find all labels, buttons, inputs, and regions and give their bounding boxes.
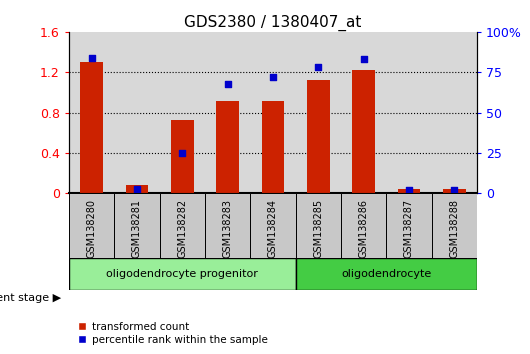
Text: GSM138282: GSM138282: [177, 199, 187, 258]
Bar: [250, 193, 296, 258]
Bar: [296, 193, 341, 258]
Text: GSM138288: GSM138288: [449, 199, 460, 258]
Bar: [216, 101, 239, 193]
Point: [450, 187, 458, 193]
Bar: [126, 185, 148, 193]
Text: oligodendrocyte: oligodendrocyte: [341, 269, 431, 279]
Bar: [114, 193, 160, 258]
Point: [405, 187, 413, 193]
Point: [87, 55, 96, 61]
Bar: [69, 193, 114, 258]
Legend: transformed count, percentile rank within the sample: transformed count, percentile rank withi…: [74, 317, 272, 349]
Bar: [341, 193, 386, 258]
Bar: [80, 62, 103, 193]
Bar: [262, 101, 284, 193]
Bar: [171, 120, 193, 193]
Text: GSM138280: GSM138280: [86, 199, 96, 258]
Point: [359, 57, 368, 62]
Point: [132, 186, 141, 192]
Text: GSM138284: GSM138284: [268, 199, 278, 258]
Text: GSM138286: GSM138286: [359, 199, 369, 258]
Text: development stage ▶: development stage ▶: [0, 293, 61, 303]
Bar: [307, 80, 330, 193]
Bar: [352, 70, 375, 193]
Title: GDS2380 / 1380407_at: GDS2380 / 1380407_at: [184, 14, 361, 30]
Point: [223, 81, 232, 86]
Bar: [398, 189, 420, 193]
Point: [178, 150, 187, 156]
Bar: [296, 258, 477, 290]
Text: oligodendrocyte progenitor: oligodendrocyte progenitor: [107, 269, 258, 279]
Text: GSM138287: GSM138287: [404, 199, 414, 258]
Bar: [69, 258, 296, 290]
Point: [314, 64, 323, 70]
Point: [269, 74, 277, 80]
Text: GSM138281: GSM138281: [132, 199, 142, 258]
Bar: [160, 193, 205, 258]
Bar: [431, 193, 477, 258]
Text: GSM138283: GSM138283: [223, 199, 233, 258]
Bar: [205, 193, 250, 258]
Text: GSM138285: GSM138285: [313, 199, 323, 258]
Bar: [386, 193, 431, 258]
Bar: [443, 189, 466, 193]
